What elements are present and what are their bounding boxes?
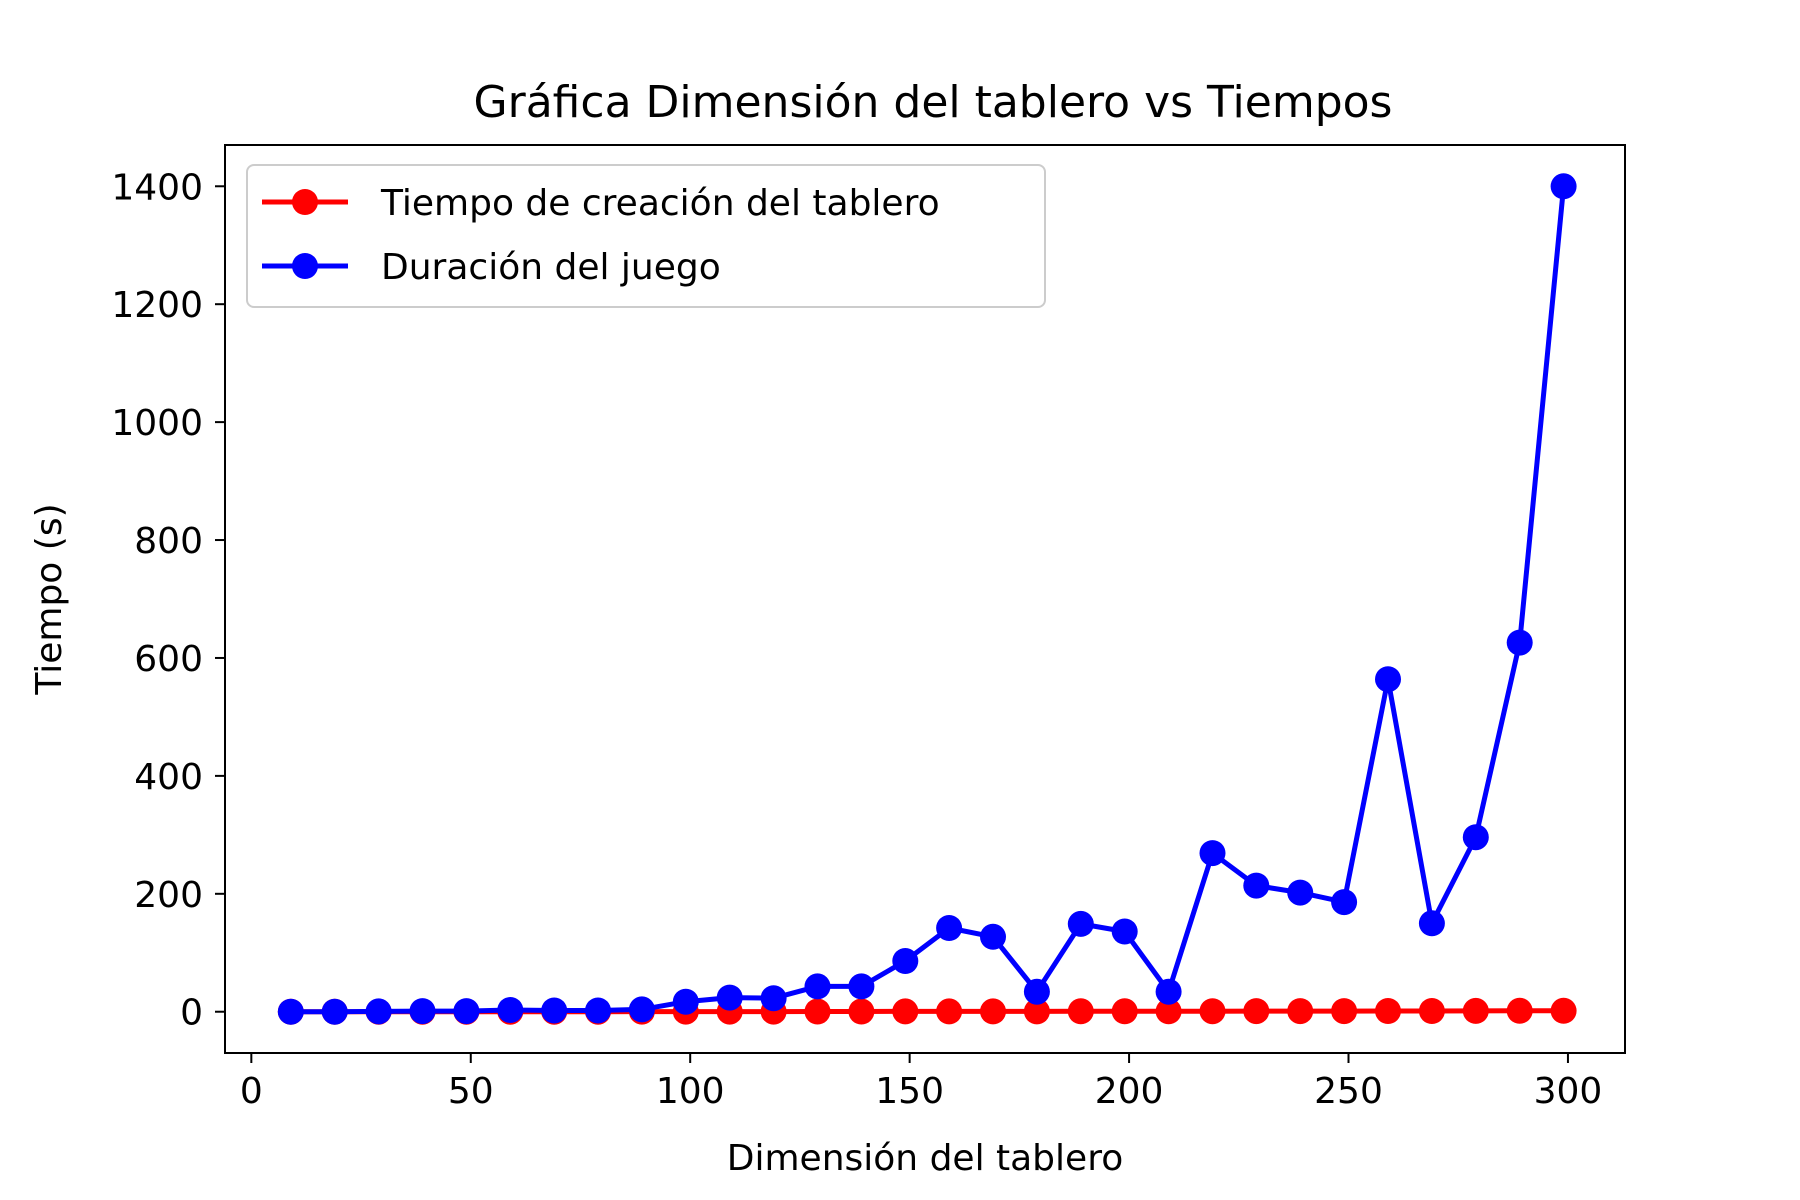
- legend-marker-duration: [292, 253, 318, 279]
- data-point-creation: [1375, 998, 1401, 1024]
- x-tick-label: 200: [1095, 1071, 1164, 1112]
- data-point-creation: [980, 998, 1006, 1025]
- plot-frame: [224, 144, 1626, 1054]
- y-tick-label: 0: [180, 993, 203, 1034]
- data-point-duration: [321, 998, 348, 1025]
- data-point-duration: [365, 998, 392, 1025]
- series-duration: [277, 173, 1577, 1025]
- data-point-duration: [1287, 879, 1314, 906]
- plot-area: [224, 144, 1626, 1054]
- data-point-duration: [980, 923, 1006, 950]
- data-point-creation: [1243, 998, 1270, 1025]
- data-point-duration: [409, 998, 436, 1025]
- x-tick-label: 300: [1534, 1071, 1603, 1112]
- y-tick-label: 800: [134, 521, 203, 562]
- data-point-creation: [804, 998, 831, 1025]
- series-layer: [277, 173, 1577, 1025]
- data-point-duration: [892, 948, 919, 974]
- data-point-creation: [1287, 998, 1314, 1025]
- y-tick-label: 1400: [111, 167, 203, 208]
- data-point-duration: [1155, 978, 1182, 1005]
- x-axis: 0 50 100 150 200 250 300: [240, 1053, 1602, 1112]
- data-point-duration: [716, 984, 743, 1011]
- data-point-creation: [1111, 998, 1138, 1025]
- data-point-duration: [1111, 918, 1138, 945]
- x-tick-label: 50: [448, 1071, 494, 1112]
- data-point-creation: [848, 998, 875, 1025]
- x-axis-label: Dimensión del tablero: [727, 1138, 1123, 1179]
- data-point-duration: [1067, 910, 1094, 937]
- data-point-duration: [760, 985, 787, 1012]
- y-axis-label: Tiempo (s): [29, 503, 70, 695]
- data-point-creation: [1418, 998, 1445, 1024]
- data-point-duration: [497, 997, 524, 1023]
- y-tick-label: 600: [134, 639, 203, 680]
- data-point-duration: [672, 988, 699, 1015]
- data-point-duration: [628, 996, 655, 1023]
- legend-marker-creation: [292, 189, 318, 215]
- data-point-duration: [936, 915, 963, 941]
- data-point-creation: [1550, 997, 1577, 1024]
- data-point-duration: [1418, 910, 1445, 937]
- y-tick-label: 200: [134, 875, 203, 916]
- data-point-creation: [1506, 997, 1533, 1024]
- data-point-duration: [541, 997, 568, 1024]
- data-point-creation: [1199, 998, 1226, 1025]
- data-point-duration: [453, 998, 480, 1025]
- x-tick-label: 150: [875, 1071, 944, 1112]
- legend-label-duration: Duración del juego: [381, 247, 721, 288]
- y-tick-label: 1200: [111, 285, 203, 326]
- data-point-creation: [1155, 998, 1182, 1025]
- data-point-duration: [1331, 889, 1358, 916]
- y-axis: 0 200 400 600 800 1000 1200 1400: [111, 167, 225, 1034]
- data-point-duration: [1199, 840, 1226, 867]
- data-point-duration: [277, 998, 304, 1025]
- legend: Tiempo de creación del tablero Duración …: [246, 164, 1046, 308]
- legend-label-creation: Tiempo de creación del tablero: [380, 183, 940, 224]
- data-point-creation: [1331, 998, 1358, 1025]
- x-tick-label: 0: [240, 1071, 263, 1112]
- legend-frame: [246, 164, 1046, 308]
- data-point-duration: [804, 973, 831, 1000]
- data-point-duration: [1550, 173, 1577, 200]
- data-point-duration: [1462, 824, 1489, 851]
- chart-title: Gráfica Dimensión del tablero vs Tiempos: [474, 77, 1393, 128]
- data-point-duration: [1375, 666, 1401, 693]
- x-tick-label: 250: [1314, 1071, 1383, 1112]
- data-point-creation: [1462, 997, 1489, 1024]
- data-point-duration: [848, 973, 875, 1000]
- data-point-duration: [1243, 872, 1270, 899]
- y-tick-label: 400: [134, 757, 203, 798]
- data-point-duration: [1023, 978, 1050, 1005]
- data-point-duration: [1506, 629, 1533, 656]
- data-point-creation: [936, 998, 963, 1025]
- data-point-creation: [1067, 998, 1094, 1025]
- x-tick-label: 100: [656, 1071, 725, 1112]
- data-point-creation: [892, 998, 919, 1025]
- data-point-duration: [585, 997, 611, 1024]
- y-tick-label: 1000: [111, 403, 203, 444]
- data-point-creation: [1023, 998, 1050, 1025]
